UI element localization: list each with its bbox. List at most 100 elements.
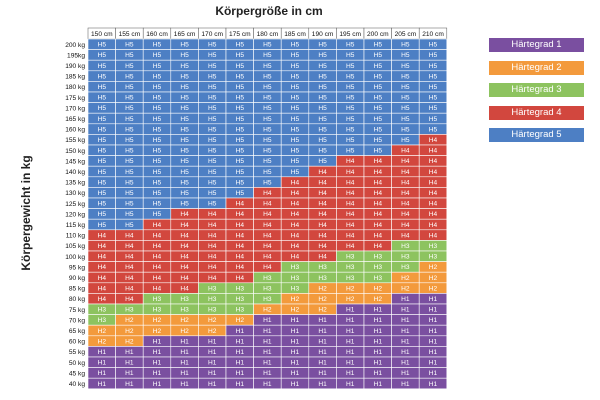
cell-label: H4 xyxy=(429,201,438,208)
cell-label: H4 xyxy=(208,222,217,229)
cell-label: H4 xyxy=(208,211,217,218)
cell-label: H5 xyxy=(153,42,162,49)
cell-label: H3 xyxy=(263,285,272,292)
cell-label: H1 xyxy=(180,370,189,377)
cell-label: H3 xyxy=(318,264,327,271)
cell-label: H4 xyxy=(374,179,383,186)
cell-label: H1 xyxy=(429,381,438,388)
cell-label: H5 xyxy=(125,222,134,229)
cell-label: H4 xyxy=(125,296,134,303)
cell-label: H1 xyxy=(208,381,217,388)
cell-label: H5 xyxy=(125,105,134,112)
row-label: 150 kg xyxy=(65,148,85,155)
cell-label: H2 xyxy=(98,328,107,335)
cell-label: H1 xyxy=(98,349,107,356)
cell-label: H5 xyxy=(263,169,272,176)
cell-label: H1 xyxy=(291,317,300,324)
cell-label: H5 xyxy=(208,73,217,80)
cell-label: H5 xyxy=(98,105,107,112)
cell-label: H5 xyxy=(125,211,134,218)
cell-label: H5 xyxy=(153,169,162,176)
cell-label: H1 xyxy=(429,360,438,367)
cell-label: H5 xyxy=(153,211,162,218)
cell-label: H5 xyxy=(318,148,327,155)
cell-label: H4 xyxy=(318,254,327,261)
cell-label: H5 xyxy=(401,105,410,112)
cell-label: H4 xyxy=(401,211,410,218)
cell-label: H3 xyxy=(374,254,383,261)
cell-label: H5 xyxy=(374,73,383,80)
cell-label: H4 xyxy=(263,264,272,271)
cell-label: H5 xyxy=(180,116,189,123)
cell-label: H5 xyxy=(429,63,438,70)
cell-label: H5 xyxy=(236,84,245,91)
cell-label: H5 xyxy=(153,105,162,112)
cell-label: H1 xyxy=(318,317,327,324)
cell-label: H5 xyxy=(153,126,162,133)
cell-label: H5 xyxy=(180,95,189,102)
cell-label: H1 xyxy=(374,360,383,367)
cell-label: H4 xyxy=(346,211,355,218)
cell-label: H4 xyxy=(429,179,438,186)
cell-label: H1 xyxy=(125,349,134,356)
cell-label: H4 xyxy=(180,232,189,239)
column-header-label: 205 cm xyxy=(395,31,417,38)
cell-label: H1 xyxy=(374,317,383,324)
cell-label: H1 xyxy=(318,360,327,367)
cell-label: H4 xyxy=(153,275,162,282)
cell-label: H3 xyxy=(429,243,438,250)
cell-label: H5 xyxy=(208,42,217,49)
cell-label: H4 xyxy=(291,243,300,250)
cell-label: H5 xyxy=(98,148,107,155)
cell-label: H5 xyxy=(346,42,355,49)
cell-label: H4 xyxy=(98,296,107,303)
cell-label: H2 xyxy=(401,275,410,282)
cell-label: H1 xyxy=(236,360,245,367)
cell-label: H1 xyxy=(318,338,327,345)
column-header-label: 190 cm xyxy=(312,31,334,38)
cell-label: H3 xyxy=(236,285,245,292)
cell-label: H1 xyxy=(401,307,410,314)
cell-label: H2 xyxy=(236,317,245,324)
column-header-label: 155 cm xyxy=(119,31,141,38)
cell-label: H5 xyxy=(98,137,107,144)
cell-label: H4 xyxy=(125,275,134,282)
cell-label: H2 xyxy=(346,285,355,292)
cell-label: H5 xyxy=(263,52,272,59)
cell-label: H4 xyxy=(291,201,300,208)
cell-label: H5 xyxy=(180,190,189,197)
cell-label: H3 xyxy=(374,275,383,282)
column-header-label: 170 cm xyxy=(201,31,223,38)
legend-item: Härtegrad 4 xyxy=(489,105,584,120)
cell-label: H2 xyxy=(208,328,217,335)
cell-label: H5 xyxy=(208,126,217,133)
cell-label: H2 xyxy=(429,264,438,271)
cell-label: H1 xyxy=(318,381,327,388)
cell-label: H5 xyxy=(98,222,107,229)
cell-label: H2 xyxy=(180,317,189,324)
cell-label: H4 xyxy=(429,222,438,229)
cell-label: H5 xyxy=(153,73,162,80)
cell-label: H1 xyxy=(263,381,272,388)
cell-label: H5 xyxy=(291,126,300,133)
cell-label: H5 xyxy=(401,95,410,102)
cell-label: H5 xyxy=(291,63,300,70)
cell-label: H5 xyxy=(153,148,162,155)
cell-label: H5 xyxy=(98,126,107,133)
cell-label: H5 xyxy=(291,73,300,80)
cell-label: H5 xyxy=(180,148,189,155)
column-header-label: 180 cm xyxy=(257,31,279,38)
legend: Härtegrad 1 Härtegrad 2 Härtegrad 3 Härtegr… xyxy=(489,38,584,151)
cell-label: H5 xyxy=(429,84,438,91)
cell-label: H1 xyxy=(153,381,162,388)
cell-label: H5 xyxy=(98,201,107,208)
cell-label: H1 xyxy=(153,370,162,377)
row-label: 120 kg xyxy=(65,211,85,218)
cell-label: H5 xyxy=(125,190,134,197)
column-header-label: 160 cm xyxy=(146,31,168,38)
cell-label: H5 xyxy=(98,211,107,218)
cell-label: H3 xyxy=(346,264,355,271)
cell-label: H3 xyxy=(429,254,438,261)
cell-label: H4 xyxy=(236,232,245,239)
cell-label: H1 xyxy=(291,349,300,356)
